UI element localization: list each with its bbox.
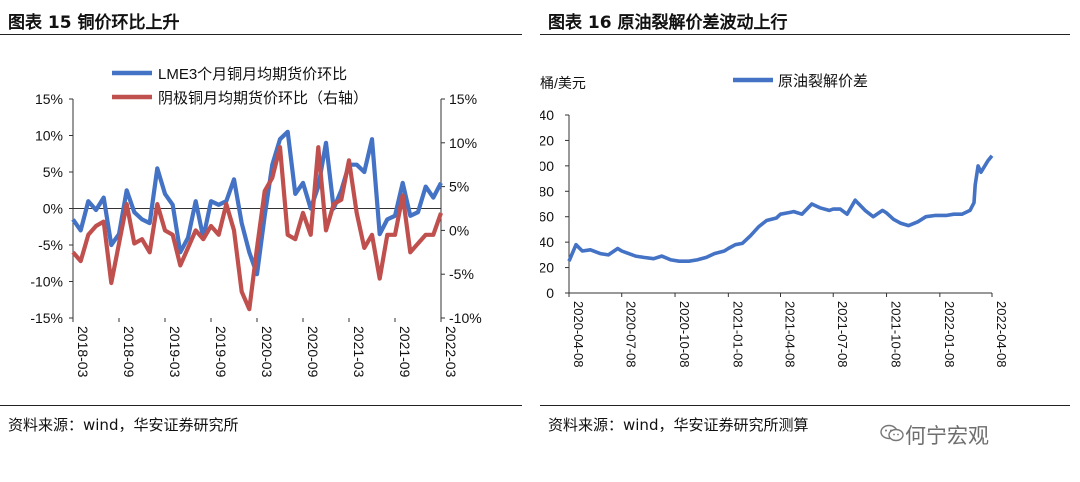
x-tick-label: 2019-03 [167,326,183,378]
x-tick-label: 2021-01-08 [730,301,745,368]
right-y-tick-label: 15% [449,91,477,107]
right-y-axis-unit: 桶/美元 [540,75,586,91]
legend-label-lme: LME3个月铜月均期货价环比 [158,66,347,83]
watermark-text: 何宁宏观 [905,424,989,448]
x-tick-label: 2020-03 [259,326,275,378]
left-y-tick-label: 0% [43,201,63,217]
left-figure-title: 图表 15 铜价环比上升 [8,13,180,33]
x-tick-label: 2020-04-08 [571,301,586,368]
left-source-rule [0,405,522,406]
left-title-rule [0,34,522,35]
y-tick-label: 20 [540,260,554,276]
x-tick-label: 2021-10-08 [889,301,904,368]
crack-spread-chart: 桶/美元 原油裂解价差 140 120 100 80 60 40 20 0 2020-04-08… [540,73,1009,368]
right-figure-title: 图表 16 原油裂解价差波动上行 [548,13,788,33]
x-tick-label: 2021-07-08 [835,301,850,368]
x-tick-label: 2018-03 [75,326,91,378]
left-y-tick-label: -15% [30,310,63,326]
x-tick-label: 2020-07-08 [624,301,639,368]
x-tick-label: 2020-09 [305,326,321,378]
left-y-tick-label: 5% [43,164,63,180]
y-tick-label: 140 [540,107,554,123]
y-tick-label: 120 [540,132,554,148]
left-y-tick-label: 15% [35,91,63,107]
right-title-rule [540,34,1070,35]
x-tick-label: 2022-04-08 [994,301,1009,368]
right-legend: 原油裂解价差 [733,73,868,90]
x-tick-label: 2022-01-08 [942,301,957,368]
y-tick-label: 0 [546,285,554,301]
right-y-tick-label: 5% [449,179,469,195]
right-source: 资料来源：wind，华安证券研究所测算 [548,416,809,434]
right-y-tick-label: -10% [449,310,482,326]
x-tick-label: 2022-03 [443,326,459,378]
left-figure: 图表 15 铜价环比上升 LME3个月铜月均期货价环比 阴极铜月均期货价环比（右… [0,0,530,482]
right-y-tick-label: 0% [449,222,469,238]
x-tick-label: 2020-10-08 [677,301,692,368]
copper-chart: LME3个月铜月均期货价环比 阴极铜月均期货价环比（右轴） 15% 10% 5% 0%… [30,66,482,378]
wechat-icon [880,424,904,442]
y-tick-label: 40 [540,234,554,250]
y-tick-label: 80 [540,183,554,199]
legend-label-crack: 原油裂解价差 [778,73,868,90]
series-line-lme [71,129,443,277]
x-tick-label: 2021-03 [351,326,367,378]
right-figure: 图表 16 原油裂解价差波动上行 桶/美元 原油裂解价差 140 120 100 80… [540,0,1080,482]
left-legend: LME3个月铜月均期货价环比 阴极铜月均期货价环比（右轴） [112,66,368,107]
left-y-tick-label: -10% [30,274,63,290]
x-tick-label: 2019-09 [213,326,229,378]
y-tick-label: 60 [540,209,554,225]
y-tick-label: 100 [540,158,554,174]
series-line-crack-spread [567,154,994,263]
right-y-tick-label: -5% [449,266,474,282]
x-tick-label: 2018-09 [121,326,137,378]
left-y-tick-label: -5% [38,237,63,253]
x-tick-label: 2021-09 [397,326,413,378]
left-y-tick-label: 10% [35,128,63,144]
series-line-cathode [71,145,443,312]
legend-label-cathode: 阴极铜月均期货价环比（右轴） [158,90,368,107]
left-source: 资料来源：wind，华安证券研究所 [8,416,239,434]
right-y-tick-label: 10% [449,135,477,151]
x-tick-label: 2021-04-08 [783,301,798,368]
right-source-rule [540,405,1070,406]
